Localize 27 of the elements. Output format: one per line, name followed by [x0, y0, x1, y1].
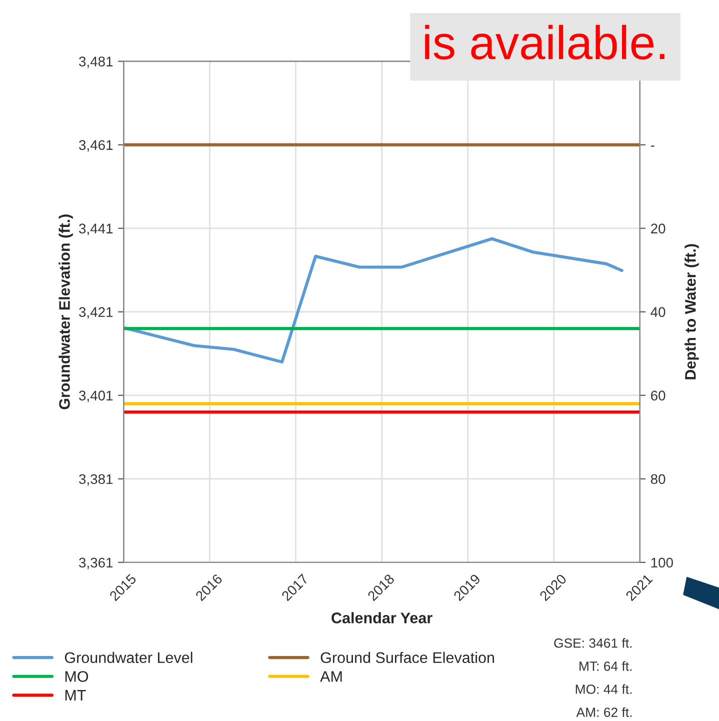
text: MO: 44 ft.: [576, 684, 632, 694]
y2-tick-label: 40: [650, 307, 666, 317]
legend-label: AM: [320, 671, 342, 682]
x-axis-title: Calendar Year: [332, 612, 432, 624]
y-tick-label: 3,421: [79, 307, 113, 319]
y2-axis-title: Depth to Water (ft.): [684, 244, 699, 380]
legend-label: Groundwater Level: [64, 652, 192, 664]
line-series: [124, 237, 624, 364]
text: is available.: [425, 24, 664, 60]
text: AM: 62 ft.: [576, 707, 632, 717]
legend-label: MO: [65, 671, 88, 682]
y-tick-label: 3,361: [79, 558, 113, 570]
text: MT: 64 ft.: [580, 661, 632, 671]
y2-tick-label: 80: [650, 474, 666, 484]
y2-tick-label: 20: [651, 224, 666, 234]
y-axis-title: Groundwater Elevation (ft.): [58, 214, 73, 410]
y-tick-label: 3,441: [79, 224, 113, 236]
y2-tick-label: -: [650, 146, 654, 147]
y-tick-label: 3,401: [79, 390, 113, 402]
y-tick-label: 3,381: [79, 474, 113, 486]
y2-tick-label: 60: [651, 390, 666, 401]
text: GSE: 3461 ft.: [554, 638, 632, 648]
y-tick-label: 3,481: [79, 56, 113, 68]
y-tick-label: 3,461: [79, 140, 113, 152]
legend-label: MT: [65, 690, 86, 701]
legend-label: Ground Surface Elevation: [320, 652, 494, 664]
y2-tick-label: 100: [651, 558, 673, 568]
